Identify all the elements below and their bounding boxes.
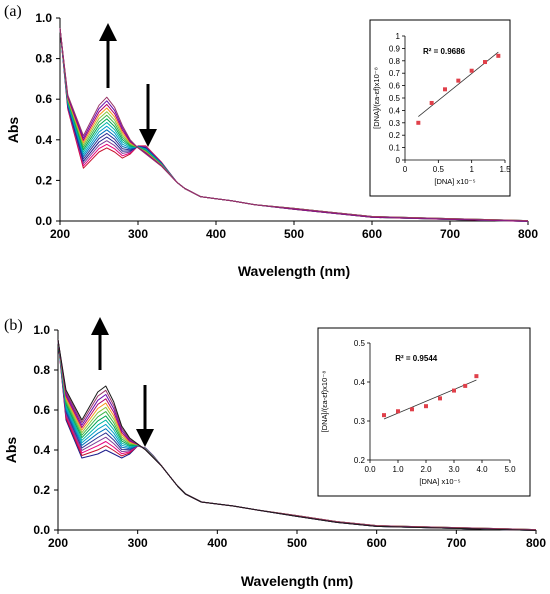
inset-y-tick-label: 1 [396, 32, 401, 41]
y-tick-label: 0.0 [33, 523, 50, 537]
inset-point [424, 404, 428, 409]
inset-a: 0 0.5 1 1.5 0 0.1 0.2 0.3 0.4 0.5 0.6 0.7 0.8 0.9 1 R² … [369, 19, 511, 197]
inset-y-tick-label: 0.5 [354, 339, 366, 348]
inset-y-tick-label: 0.1 [389, 144, 401, 153]
y-tick-label: 0.0 [35, 214, 52, 228]
x-tick-label: 200 [50, 227, 70, 241]
inset-x-tick-label: 5.0 [504, 465, 516, 474]
inset-y-tick-label: 0.4 [389, 106, 401, 115]
inset-point [474, 374, 479, 379]
inset-x-tick-label: 0.5 [433, 165, 445, 174]
spectrum-line [59, 28, 529, 222]
x-tick-label: 300 [128, 227, 148, 241]
inset-point [396, 409, 400, 414]
inset-point [483, 60, 487, 65]
x-tick-label: 700 [446, 536, 466, 550]
inset-point [469, 68, 474, 73]
x-tick-label: 500 [287, 536, 307, 550]
y-tick-label: 0.2 [35, 173, 52, 187]
inset-x-tick-label: 1.5 [499, 165, 511, 174]
plot-a: 200 300 400 500 600 700 800 0.0 0.2 0.4 0.6 0.8 1.0 [35, 11, 538, 241]
inset-r2-label: R² = 0.9686 [423, 47, 466, 56]
inset-point [456, 78, 461, 83]
y-tick-label: 0.2 [33, 483, 50, 497]
inset-y-tick-label: 0.8 [389, 57, 401, 66]
y-tick-label: 0.6 [35, 92, 52, 106]
inset-y-tick-label: 0.5 [389, 94, 401, 103]
x-axis-title-b: Wavelength (nm) [241, 573, 353, 589]
x-tick-label: 800 [518, 227, 538, 241]
x-tick-label: 700 [440, 227, 460, 241]
inset-b: 0.0 1.0 2.0 3.0 4.0 5.0 0.2 0.3 0.4 0.5 R² = 0.954… [317, 327, 531, 497]
inset-y-tick-label: 0.6 [389, 82, 401, 91]
x-tick-label: 500 [284, 227, 304, 241]
inset-x-tick-label: 1 [469, 165, 474, 174]
x-tick-label: 800 [526, 536, 546, 550]
x-axis-title-a: Wavelength (nm) [238, 263, 350, 279]
inset-y-axis-title: [DNA]/(εa-εf)x10⁻⁸ [372, 67, 381, 129]
panel-b: (b) 200 300 400 500 600 700 8000.00.20.40.60.8… [3, 317, 546, 589]
inset-point [382, 413, 386, 418]
inset-point [429, 100, 434, 105]
inset-x-tick-label: 4.0 [476, 465, 488, 474]
inset-frame [317, 327, 531, 497]
x-tick-label: 200 [48, 536, 68, 550]
y-tick-label: 0.8 [35, 52, 52, 66]
y-tick-label: 0.4 [35, 133, 52, 147]
inset-point [443, 87, 447, 92]
x-tick-label: 300 [128, 536, 148, 550]
inset-x-tick-label: 2.0 [420, 465, 432, 474]
inset-y-tick-label: 0.2 [389, 131, 401, 140]
inset-point [463, 383, 468, 388]
inset-frame [369, 19, 511, 197]
inset-y-axis-title: [DNA]/(εa-εf)x10⁻⁸ [320, 371, 329, 433]
y-tick-label: 1.0 [35, 11, 52, 25]
x-tick-label: 400 [206, 227, 226, 241]
inset-x-axis-title: [DNA] x10⁻⁵ [434, 177, 475, 186]
y-tick-label: 1.0 [33, 323, 50, 337]
inset-y-tick-label: 0 [396, 156, 401, 165]
panel-label-b: (b) [4, 317, 23, 334]
inset-y-tick-label: 0.4 [354, 378, 366, 387]
inset-point [438, 396, 442, 401]
inset-point [410, 407, 414, 412]
inset-y-tick-label: 0.9 [389, 44, 401, 53]
inset-y-tick-label: 0.3 [389, 119, 401, 128]
inset-y-tick-label: 0.7 [389, 69, 401, 78]
x-tick-label: 600 [367, 536, 387, 550]
panel-a: (a) 200 300 400 500 600 700 800 0.0 0.2 0.4 0.6 0.8… [4, 3, 538, 279]
inset-x-tick-label: 3.0 [448, 465, 460, 474]
spectrum-line [57, 339, 537, 531]
inset-x-axis-title: [DNA] x10⁻⁵ [419, 477, 460, 486]
y-tick-label: 0.4 [33, 443, 50, 457]
inset-x-tick-label: 0.0 [364, 465, 376, 474]
inset-x-tick-label: 1.0 [392, 465, 404, 474]
inset-y-tick-label: 0.3 [354, 417, 366, 426]
inset-y-tick-label: 0.2 [354, 456, 366, 465]
inset-x-tick-label: 0 [403, 165, 408, 174]
x-tick-label: 600 [362, 227, 382, 241]
inset-point [416, 120, 421, 125]
inset-r2-label: R² = 0.9544 [395, 354, 438, 363]
x-tick-label: 400 [207, 536, 227, 550]
y-axis-title-b: Abs [3, 437, 19, 464]
y-tick-label: 0.6 [33, 403, 50, 417]
panel-label-a: (a) [4, 3, 22, 20]
y-axis-title-a: Abs [5, 117, 21, 144]
inset-point [496, 53, 501, 58]
inset-point [452, 388, 456, 393]
y-tick-label: 0.8 [33, 363, 50, 377]
